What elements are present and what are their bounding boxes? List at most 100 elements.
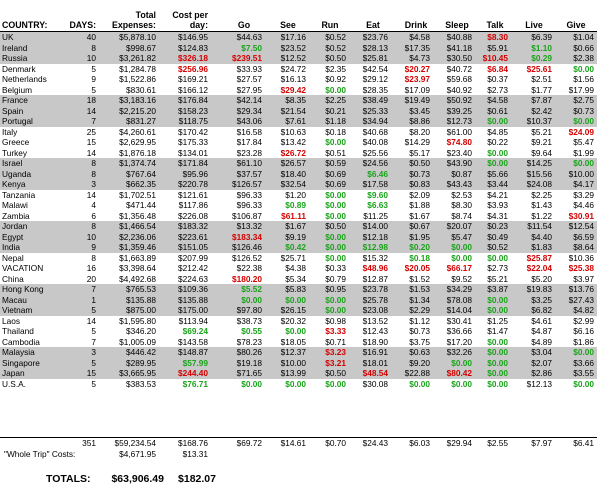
cell-sleep: $34.29	[446, 284, 472, 294]
cell-go: $38.73	[236, 315, 262, 326]
table-row: Italy 25 $4,260.61 $170.42 $16.58 $10.63 $0.18…	[0, 127, 597, 138]
cell-drink: $0.73	[409, 168, 430, 179]
cell-run: $0.52	[325, 42, 346, 53]
cell-see: $13.99	[280, 368, 306, 378]
cell-run: $0.52	[325, 32, 346, 42]
cell-see: $21.54	[280, 105, 306, 116]
cell-see: $12.52	[280, 53, 306, 63]
cell-sleep: $80.42	[446, 368, 472, 378]
cell-cpd: $175.33	[178, 137, 208, 147]
cell-talk: $0.00	[487, 116, 508, 126]
cell-total: $767.64	[126, 168, 156, 179]
cell-total: $1,359.46	[119, 242, 156, 252]
cell-eat: $6.46	[367, 168, 388, 179]
cell-cpd: $224.63	[178, 273, 208, 284]
cell-drink: $1.95	[409, 231, 430, 242]
cell-cpd: $226.08	[178, 210, 208, 221]
cell-sleep: $23.40	[446, 147, 472, 158]
cell-go: $126.52	[232, 252, 262, 263]
cell-drink: $8.20	[409, 126, 430, 137]
cell-run: $0.69	[325, 179, 346, 189]
cell-total: $471.44	[126, 200, 156, 210]
cell-total: $2,215.20	[119, 105, 156, 116]
cell-total: $3,183.16	[119, 95, 156, 105]
cell-sleep: $0.00	[451, 357, 472, 368]
cell-cpd: $146.95	[178, 32, 208, 42]
cell-total: $346.20	[126, 326, 156, 336]
cell-drink: $1.67	[409, 210, 430, 221]
table-row: VACATION 16 $3,398.64 $212.42 $22.38 $4.38 $0.…	[0, 263, 597, 274]
table-row: Ireland 8 $998.67 $124.83 $7.50 $23.52 $0.52 $2…	[0, 42, 597, 53]
cell-run: $0.59	[325, 158, 346, 168]
cell-drink: $22.88	[404, 368, 430, 378]
cell-live: $2.42	[531, 105, 552, 116]
summary-see: $14.61	[280, 438, 306, 448]
table-row: Portugal 7 $831.27 $118.75 $43.06 $7.61 $1.18 $…	[0, 116, 597, 127]
cell-run: $0.00	[325, 305, 346, 315]
cell-total: $446.42	[126, 347, 156, 357]
cell-go: $239.51	[232, 53, 262, 63]
cell-run: $0.71	[325, 336, 346, 347]
cell-days: 5	[91, 63, 96, 74]
cell-total: $1,595.80	[119, 315, 156, 326]
cell-cpd: $212.42	[178, 263, 208, 273]
cell-days: 15	[86, 137, 96, 147]
cell-eat: $11.25	[363, 210, 388, 221]
cell-days: 1	[91, 294, 96, 305]
cell-cpd: $176.84	[178, 95, 208, 105]
cell-sleep: $0.00	[451, 242, 472, 252]
cell-run: $0.33	[325, 263, 346, 273]
cell-talk: $0.00	[487, 357, 508, 368]
cell-run: $0.69	[325, 168, 346, 179]
cell-see: $8.35	[285, 95, 306, 105]
cell-talk: $0.00	[487, 147, 508, 158]
cell-give: $3.66	[573, 357, 594, 368]
cell-give: $5.47	[573, 137, 594, 147]
cell-go: $0.00	[241, 294, 262, 305]
cell-country: Cambodia	[2, 336, 40, 347]
cell-talk: $5.91	[487, 42, 508, 53]
cell-total: $4,260.61	[119, 126, 156, 137]
cell-days: 10	[86, 53, 96, 63]
cell-give: $3.29	[573, 189, 594, 200]
table-row: Turkey 14 $1,876.18 $134.01 $23.28 $26.72 $0.5…	[0, 148, 597, 159]
cell-give: $25.38	[568, 263, 594, 273]
cell-country: Egypt	[2, 231, 24, 242]
cell-days: 8	[91, 221, 96, 231]
cell-days: 14	[86, 315, 96, 326]
whole-trip-cost-per-day: $13.31	[182, 449, 208, 459]
header-total-line2: Expenses:	[111, 20, 156, 30]
cell-total: $1,005.09	[119, 336, 156, 347]
cell-eat: $34.94	[362, 116, 388, 126]
table-row: France 18 $3,183.16 $176.84 $42.14 $8.35 $2.25…	[0, 95, 597, 106]
cell-total: $831.27	[126, 116, 156, 126]
cell-go: $16.58	[236, 126, 262, 137]
cell-cpd: $118.75	[178, 116, 208, 126]
cell-give: $0.00	[573, 347, 594, 357]
cell-eat: $25.33	[362, 105, 388, 116]
cell-run: $0.00	[325, 200, 346, 210]
cell-live: $3.04	[531, 347, 552, 357]
cell-eat: $12.87	[362, 273, 388, 284]
cell-days: 8	[91, 168, 96, 179]
cell-total: $1,356.48	[119, 210, 156, 221]
cell-see: $26.57	[280, 158, 306, 168]
cell-drink: $1.53	[409, 284, 430, 294]
cell-eat: $15.32	[362, 252, 388, 263]
cell-sleep: $36.66	[446, 326, 472, 336]
cell-talk: $10.45	[482, 53, 508, 63]
cell-talk: $0.00	[487, 158, 508, 168]
cell-see: $26.15	[280, 305, 306, 315]
cell-total: $1,522.86	[119, 74, 156, 84]
cell-talk: $0.00	[487, 336, 508, 347]
cell-run: $0.00	[325, 210, 346, 221]
table-row: Laos 14 $1,595.80 $113.94 $38.73 $20.32 $0.98 $…	[0, 316, 597, 327]
cell-eat: $23.08	[362, 305, 388, 315]
cell-total: $5,878.10	[119, 32, 156, 42]
cell-eat: $12.18	[362, 231, 388, 242]
cell-live: $1.22	[531, 210, 552, 221]
table-row: Egypt 10 $2,236.06 $223.61 $183.34 $9.19 $0.00…	[0, 231, 597, 242]
cell-country: India	[2, 242, 20, 252]
cell-go: $37.57	[236, 168, 262, 179]
cell-run: $0.50	[325, 53, 346, 63]
